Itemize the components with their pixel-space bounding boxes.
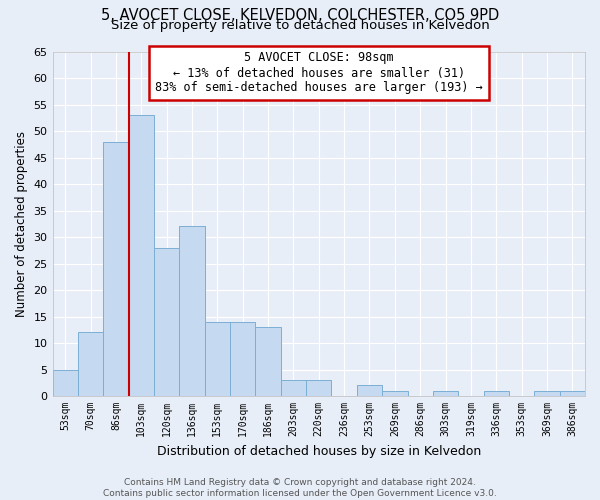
Bar <box>179 226 205 396</box>
Bar <box>560 391 585 396</box>
Y-axis label: Number of detached properties: Number of detached properties <box>15 131 28 317</box>
Bar <box>103 142 128 396</box>
Bar <box>357 386 382 396</box>
Bar <box>306 380 331 396</box>
Bar <box>154 248 179 396</box>
Text: Size of property relative to detached houses in Kelvedon: Size of property relative to detached ho… <box>110 18 490 32</box>
Bar <box>382 391 407 396</box>
X-axis label: Distribution of detached houses by size in Kelvedon: Distribution of detached houses by size … <box>157 444 481 458</box>
Bar <box>534 391 560 396</box>
Bar <box>53 370 78 396</box>
Text: 5 AVOCET CLOSE: 98sqm
← 13% of detached houses are smaller (31)
83% of semi-deta: 5 AVOCET CLOSE: 98sqm ← 13% of detached … <box>155 52 482 94</box>
Bar <box>256 327 281 396</box>
Text: Contains HM Land Registry data © Crown copyright and database right 2024.
Contai: Contains HM Land Registry data © Crown c… <box>103 478 497 498</box>
Bar <box>484 391 509 396</box>
Bar <box>78 332 103 396</box>
Bar <box>205 322 230 396</box>
Bar <box>433 391 458 396</box>
Bar <box>230 322 256 396</box>
Bar <box>281 380 306 396</box>
Bar <box>128 115 154 396</box>
Text: 5, AVOCET CLOSE, KELVEDON, COLCHESTER, CO5 9PD: 5, AVOCET CLOSE, KELVEDON, COLCHESTER, C… <box>101 8 499 23</box>
